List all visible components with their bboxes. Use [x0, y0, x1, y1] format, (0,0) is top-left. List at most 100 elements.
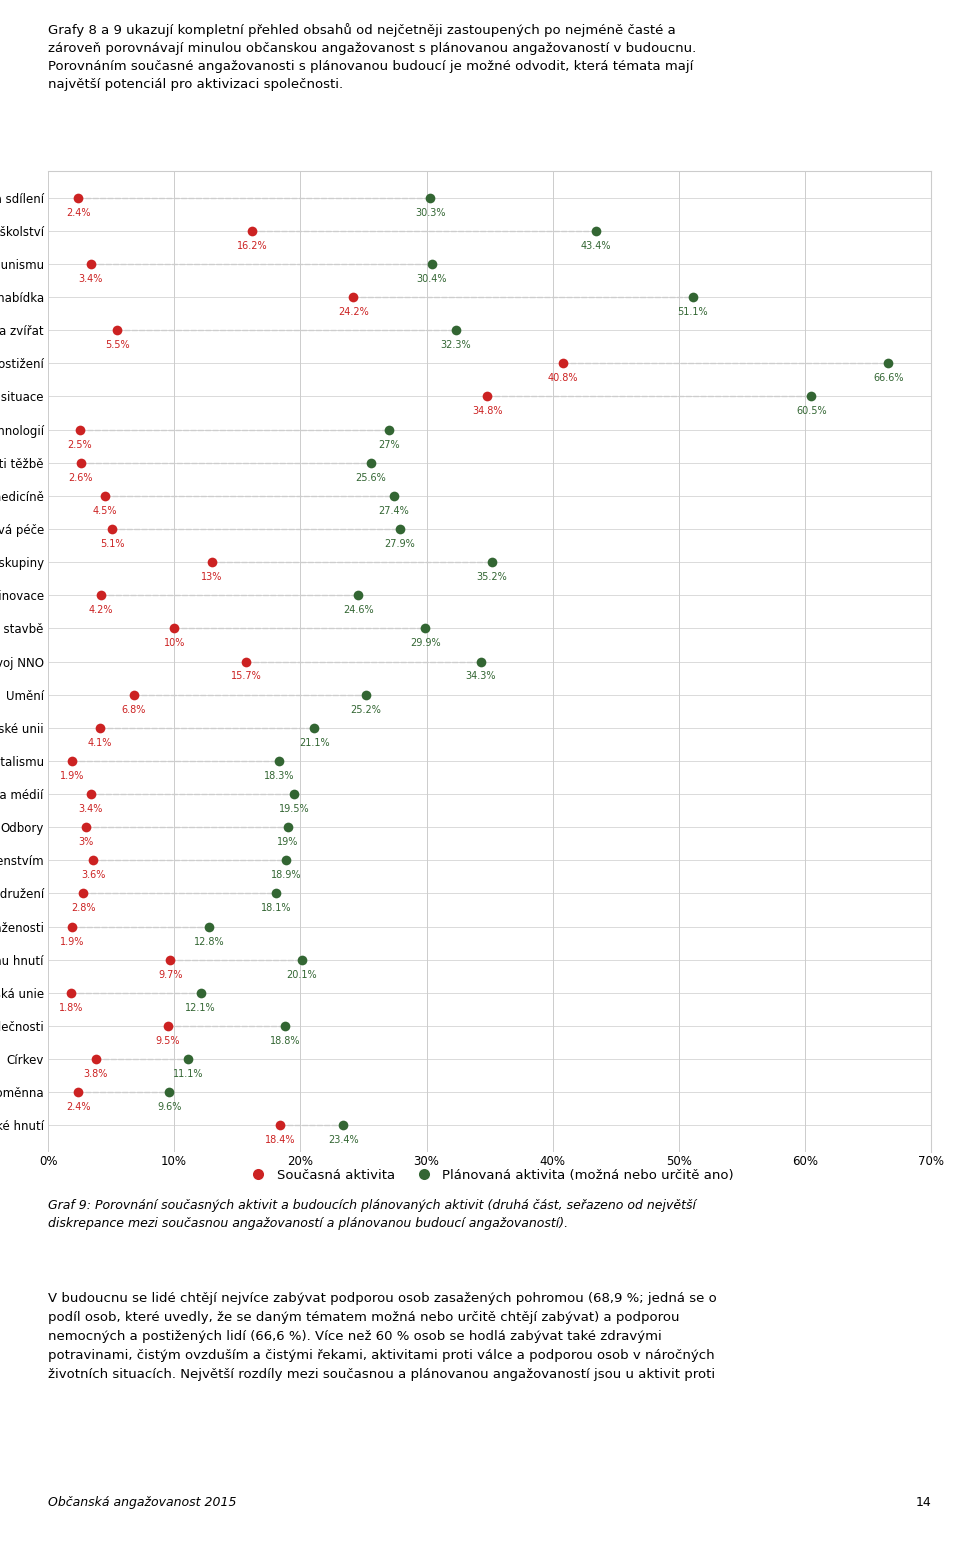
- Text: 23.4%: 23.4%: [328, 1136, 358, 1145]
- Text: 34.3%: 34.3%: [466, 672, 496, 681]
- Point: [93, 582, 108, 607]
- Point: [64, 749, 80, 774]
- Text: 30.4%: 30.4%: [417, 274, 446, 284]
- Point: [76, 881, 91, 906]
- Text: 43.4%: 43.4%: [581, 240, 611, 251]
- Text: 3.8%: 3.8%: [84, 1069, 108, 1079]
- Point: [105, 516, 120, 541]
- Point: [880, 351, 896, 376]
- Point: [422, 185, 438, 210]
- Text: 9.6%: 9.6%: [156, 1102, 181, 1113]
- Text: 29.9%: 29.9%: [410, 638, 441, 649]
- Point: [84, 781, 99, 806]
- Text: Graf 9: Porovnání současných aktivit a budoucích plánovaných aktivit (druhá část: Graf 9: Porovnání současných aktivit a b…: [48, 1199, 696, 1230]
- Text: 35.2%: 35.2%: [477, 572, 508, 582]
- Text: 32.3%: 32.3%: [441, 341, 470, 350]
- Text: 1.8%: 1.8%: [59, 1003, 83, 1012]
- Point: [72, 418, 87, 442]
- Text: 6.8%: 6.8%: [122, 704, 146, 715]
- Text: 4.2%: 4.2%: [88, 606, 113, 615]
- Point: [71, 1080, 86, 1105]
- Point: [278, 848, 294, 872]
- Text: 24.6%: 24.6%: [343, 606, 373, 615]
- Point: [161, 1080, 177, 1105]
- Point: [71, 185, 86, 210]
- Text: 18.3%: 18.3%: [264, 770, 294, 781]
- Text: 11.1%: 11.1%: [173, 1069, 204, 1079]
- Text: 66.6%: 66.6%: [873, 373, 903, 384]
- Point: [88, 1046, 104, 1071]
- Text: 9.7%: 9.7%: [158, 969, 182, 980]
- Text: 10%: 10%: [163, 638, 185, 649]
- Text: 15.7%: 15.7%: [230, 672, 261, 681]
- Text: 18.9%: 18.9%: [272, 871, 301, 880]
- Text: 13%: 13%: [202, 572, 223, 582]
- Text: 25.2%: 25.2%: [350, 704, 381, 715]
- Text: 16.2%: 16.2%: [237, 240, 268, 251]
- Text: 4.1%: 4.1%: [87, 738, 112, 747]
- Text: 9.5%: 9.5%: [156, 1036, 180, 1046]
- Point: [346, 285, 361, 310]
- Point: [485, 550, 500, 575]
- Text: 12.8%: 12.8%: [194, 937, 225, 946]
- Point: [393, 516, 408, 541]
- Text: 12.1%: 12.1%: [185, 1003, 216, 1012]
- Text: 2.8%: 2.8%: [71, 903, 96, 914]
- Point: [78, 815, 93, 840]
- Point: [280, 815, 296, 840]
- Point: [306, 715, 322, 740]
- Point: [64, 914, 80, 938]
- Text: 27.9%: 27.9%: [385, 539, 416, 549]
- Text: 20.1%: 20.1%: [286, 969, 317, 980]
- Text: 3%: 3%: [78, 837, 93, 848]
- Point: [448, 317, 464, 342]
- Point: [92, 715, 108, 740]
- Text: 24.2%: 24.2%: [338, 307, 369, 317]
- Point: [269, 881, 284, 906]
- Text: 19%: 19%: [277, 837, 299, 848]
- Point: [277, 1014, 293, 1039]
- Text: 51.1%: 51.1%: [678, 307, 708, 317]
- Point: [202, 914, 217, 938]
- Text: 2.4%: 2.4%: [66, 208, 90, 217]
- Text: 60.5%: 60.5%: [796, 407, 827, 416]
- Text: 3.6%: 3.6%: [82, 871, 106, 880]
- Text: Grafy 8 a 9 ukazují kompletní přehled obsahů od nejčetněji zastoupených po nejmé: Grafy 8 a 9 ukazují kompletní přehled ob…: [48, 23, 696, 91]
- Text: 2.6%: 2.6%: [68, 473, 93, 482]
- Point: [245, 219, 260, 243]
- Point: [479, 384, 494, 408]
- Text: 19.5%: 19.5%: [278, 804, 309, 814]
- Text: 5.5%: 5.5%: [105, 341, 130, 350]
- Point: [386, 484, 401, 509]
- Point: [193, 980, 208, 1005]
- Point: [73, 450, 88, 475]
- Point: [166, 616, 181, 641]
- Text: 27%: 27%: [378, 439, 399, 450]
- Point: [473, 649, 489, 673]
- Point: [85, 848, 101, 872]
- Point: [273, 1113, 288, 1137]
- Text: 34.8%: 34.8%: [471, 407, 502, 416]
- Point: [336, 1113, 351, 1137]
- Point: [160, 1014, 176, 1039]
- Text: 18.1%: 18.1%: [261, 903, 292, 914]
- Point: [381, 418, 396, 442]
- Point: [286, 781, 301, 806]
- Point: [97, 484, 112, 509]
- Point: [109, 317, 125, 342]
- Point: [363, 450, 378, 475]
- Point: [180, 1046, 196, 1071]
- Point: [84, 251, 99, 276]
- Point: [204, 550, 220, 575]
- Text: 3.4%: 3.4%: [79, 274, 103, 284]
- Text: 1.9%: 1.9%: [60, 770, 84, 781]
- Text: 3.4%: 3.4%: [79, 804, 103, 814]
- Text: 30.3%: 30.3%: [415, 208, 445, 217]
- Point: [418, 616, 433, 641]
- Point: [63, 980, 79, 1005]
- Point: [162, 948, 178, 972]
- Point: [685, 285, 701, 310]
- Text: 18.4%: 18.4%: [265, 1136, 296, 1145]
- Point: [126, 683, 141, 707]
- Point: [272, 749, 287, 774]
